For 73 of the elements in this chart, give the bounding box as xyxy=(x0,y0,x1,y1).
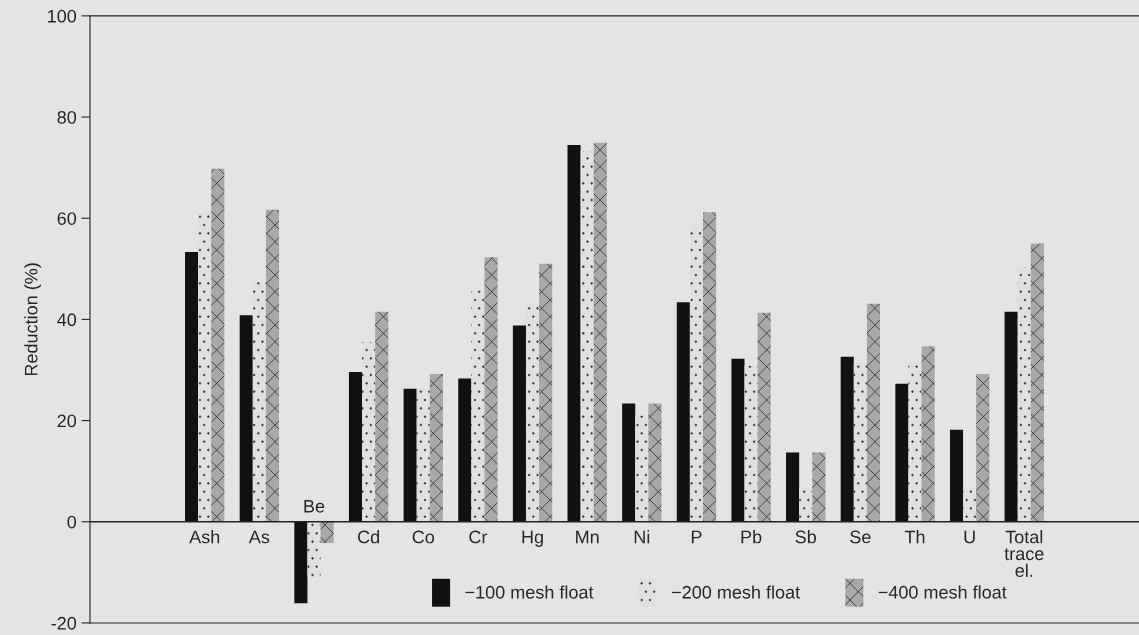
y-tick-label: 60 xyxy=(57,212,77,225)
y-tick-label: 20 xyxy=(57,414,77,428)
bar xyxy=(185,252,199,522)
bar xyxy=(211,168,225,522)
bar xyxy=(976,374,990,522)
x-tick-label: As xyxy=(248,530,270,544)
bar xyxy=(744,365,758,522)
bar xyxy=(252,281,266,522)
x-tick-label: Sb xyxy=(795,530,816,544)
x-tick-label: Total trace el. xyxy=(1004,530,1044,578)
bar xyxy=(1017,267,1031,522)
x-tick-label: Ash xyxy=(189,530,220,544)
bar xyxy=(757,312,771,522)
bar xyxy=(580,150,594,522)
bar xyxy=(307,521,321,577)
x-tick-label: Pb xyxy=(741,530,762,544)
x-tick-label: Cd xyxy=(358,530,379,544)
x-tick-label: U xyxy=(964,530,975,544)
x-tick-label: Ni xyxy=(634,530,650,544)
bar xyxy=(362,342,376,522)
x-tick-label: Se xyxy=(850,530,871,544)
bar xyxy=(265,209,280,522)
x-tick-label: P xyxy=(691,530,702,544)
bar xyxy=(320,521,334,544)
bar xyxy=(676,302,690,522)
bar xyxy=(416,388,430,522)
bar xyxy=(921,346,935,522)
bar xyxy=(949,429,964,522)
y-tick-label: 0 xyxy=(67,515,77,529)
y-tick-label: 100 xyxy=(48,9,77,23)
bar xyxy=(403,388,417,522)
bar xyxy=(866,303,881,522)
x-tick-label: Th xyxy=(904,530,925,544)
bar xyxy=(239,315,253,522)
bar xyxy=(895,383,909,522)
y-tick-label: 80 xyxy=(57,110,77,124)
bar xyxy=(799,487,813,522)
bar xyxy=(471,290,485,522)
bar xyxy=(593,142,607,522)
bar xyxy=(840,356,854,522)
legend-label: −400 mesh float xyxy=(878,585,1007,599)
y-tick-label: -20 xyxy=(51,616,77,630)
bar xyxy=(1004,311,1018,522)
y-axis-title: Reduction (%) xyxy=(24,263,42,376)
bar xyxy=(1030,243,1044,522)
bar xyxy=(429,374,443,522)
bar xyxy=(348,372,363,522)
bar xyxy=(294,521,308,604)
bar xyxy=(512,325,526,522)
y-tick-label: 40 xyxy=(57,313,77,327)
bar xyxy=(622,403,636,522)
bar xyxy=(484,257,498,522)
bar xyxy=(539,263,553,522)
bar xyxy=(635,415,649,522)
bar xyxy=(567,144,581,522)
x-tick-label: Hg xyxy=(522,530,543,547)
bar xyxy=(731,358,745,522)
bar xyxy=(703,212,717,522)
bar xyxy=(853,362,867,522)
x-tick-label: Co xyxy=(412,530,435,544)
x-tick-label: Be xyxy=(304,500,325,513)
x-tick-label: Cr xyxy=(469,530,488,544)
legend-label: −100 mesh float xyxy=(465,585,594,599)
bar xyxy=(458,378,472,522)
bar xyxy=(812,452,826,522)
bar xyxy=(648,403,662,522)
bar xyxy=(963,488,977,522)
bar xyxy=(689,226,703,522)
bar xyxy=(375,311,389,522)
x-tick-label: Mn xyxy=(576,530,599,544)
bar xyxy=(786,452,800,522)
bar xyxy=(525,304,540,522)
legend-label: −200 mesh float xyxy=(672,585,800,599)
